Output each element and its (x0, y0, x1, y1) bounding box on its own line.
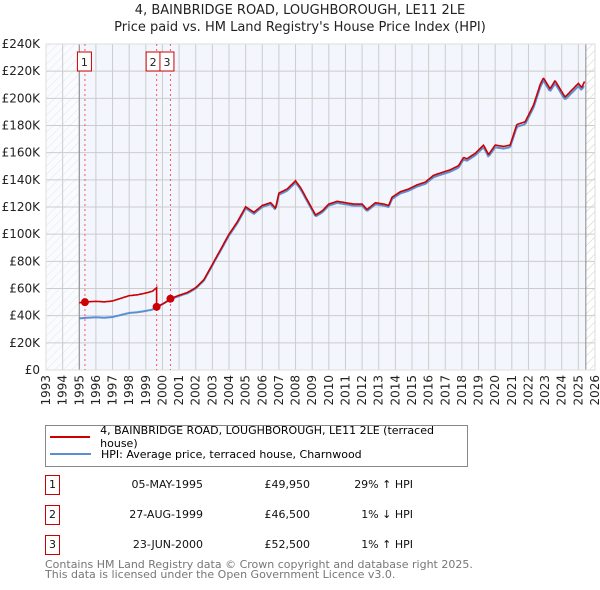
footer-copyright: Contains HM Land Registry data © Crown c… (45, 558, 473, 571)
sale-price: £46,500 (264, 508, 311, 521)
sale-date: 05-MAY-1995 (131, 478, 203, 491)
sale-row: 1 05-MAY-1995 £49,950 29% ↑ HPI (45, 475, 465, 495)
x-tick-label: 2024 (555, 375, 569, 406)
sale-marker-box (159, 51, 175, 72)
x-tick-label: 2006 (255, 375, 269, 406)
y-tick-label: £240K (2, 37, 42, 51)
x-tick-label: 2019 (472, 375, 486, 406)
sale-number-badge: 1 (45, 475, 60, 495)
chart-subtitle: Price paid vs. HM Land Registry's House … (114, 20, 486, 35)
x-tick-label: 2013 (372, 375, 386, 406)
x-tick-label: 2002 (189, 375, 203, 406)
sale-marker-box (76, 51, 92, 72)
x-tick-label: 2018 (455, 375, 469, 406)
legend: 4, BAINBRIDGE ROAD, LOUGHBOROUGH, LE11 2… (45, 424, 468, 467)
sale-hpi-diff: 1% ↑ HPI (361, 538, 413, 551)
plot-border (45, 43, 596, 371)
x-tick-label: 1998 (122, 375, 136, 406)
x-tick-label: 2025 (571, 375, 585, 406)
x-tick-label: 2010 (322, 375, 336, 406)
x-tick-label: 1994 (56, 375, 70, 406)
sale-marker-number: 3 (163, 56, 170, 69)
sale-hpi-diff: 29% ↑ HPI (354, 478, 413, 491)
legend-item-hpi: HPI: Average price, terraced house, Char… (50, 446, 362, 462)
legend-item-property: 4, BAINBRIDGE ROAD, LOUGHBOROUGH, LE11 2… (50, 424, 467, 450)
sale-number-badge: 3 (45, 535, 60, 555)
y-tick-label: £140K (2, 173, 42, 187)
x-tick-label: 2001 (172, 375, 186, 406)
legend-swatch-blue (50, 453, 91, 455)
sale-point (166, 294, 175, 303)
y-tick-label: £100K (2, 227, 42, 241)
x-tick-label: 2012 (355, 375, 369, 406)
x-tick-label: 1996 (89, 375, 103, 406)
legend-label: 4, BAINBRIDGE ROAD, LOUGHBOROUGH, LE11 2… (100, 424, 434, 450)
x-tick-label: 2000 (155, 375, 169, 406)
x-tick-label: 1997 (106, 375, 120, 406)
x-tick-label: 2017 (438, 375, 452, 406)
x-tick-label: 2022 (521, 375, 535, 406)
y-tick-label: £80K (9, 254, 41, 268)
sale-row: 3 23-JUN-2000 £52,500 1% ↑ HPI (45, 535, 465, 555)
price-paid-line (79, 77, 586, 308)
y-tick-label: £160K (2, 146, 42, 160)
y-tick-label: £200K (2, 91, 42, 105)
sale-hpi-diff: 1% ↓ HPI (361, 508, 413, 521)
y-tick-label: £60K (9, 282, 41, 296)
y-tick-label: £0 (25, 363, 40, 377)
sale-date: 27-AUG-1999 (129, 508, 203, 521)
sale-marker-number: 1 (81, 56, 88, 69)
sale-marker-number: 2 (150, 56, 157, 69)
legend-swatch-red (50, 436, 91, 438)
sale-point (152, 302, 161, 311)
chart-title: 4, BAINBRIDGE ROAD, LOUGHBOROUGH, LE11 2… (134, 3, 466, 18)
x-tick-label: 2004 (222, 375, 236, 406)
legend-label: HPI: Average price, terraced house, Char… (101, 447, 362, 461)
footer: Contains HM Land Registry data © Crown c… (45, 558, 473, 581)
x-tick-label: 2023 (538, 375, 552, 406)
y-tick-label: £120K (2, 200, 42, 214)
sale-number-badge: 2 (45, 505, 60, 525)
x-tick-label: 2021 (505, 375, 519, 406)
x-tick-label: 2014 (388, 375, 402, 406)
sale-row: 2 27-AUG-1999 £46,500 1% ↓ HPI (45, 505, 465, 525)
y-tick-label: £220K (2, 64, 42, 78)
x-tick-label: 2015 (405, 375, 419, 406)
x-tick-label: 2011 (338, 375, 352, 406)
x-tick-label: 1995 (72, 375, 86, 406)
footer-licence: This data is licensed under the Open Gov… (45, 568, 396, 581)
y-tick-label: £40K (9, 309, 41, 323)
sale-price: £49,950 (264, 478, 311, 491)
x-tick-label: 2009 (305, 375, 319, 406)
x-tick-label: 2026 (588, 375, 600, 406)
x-tick-label: 1993 (39, 375, 53, 406)
x-tick-label: 2016 (422, 375, 436, 406)
x-tick-label: 2007 (272, 375, 286, 406)
y-tick-label: £180K (2, 119, 42, 133)
x-tick-label: 2008 (289, 375, 303, 406)
sale-date: 23-JUN-2000 (132, 538, 203, 551)
y-tick-label: £20K (9, 336, 41, 350)
x-tick-label: 2005 (239, 375, 253, 406)
sale-point (80, 298, 89, 307)
x-tick-label: 2020 (488, 375, 502, 406)
x-tick-label: 1999 (139, 375, 153, 406)
sale-price: £52,500 (264, 538, 311, 551)
x-tick-label: 2003 (205, 375, 219, 406)
